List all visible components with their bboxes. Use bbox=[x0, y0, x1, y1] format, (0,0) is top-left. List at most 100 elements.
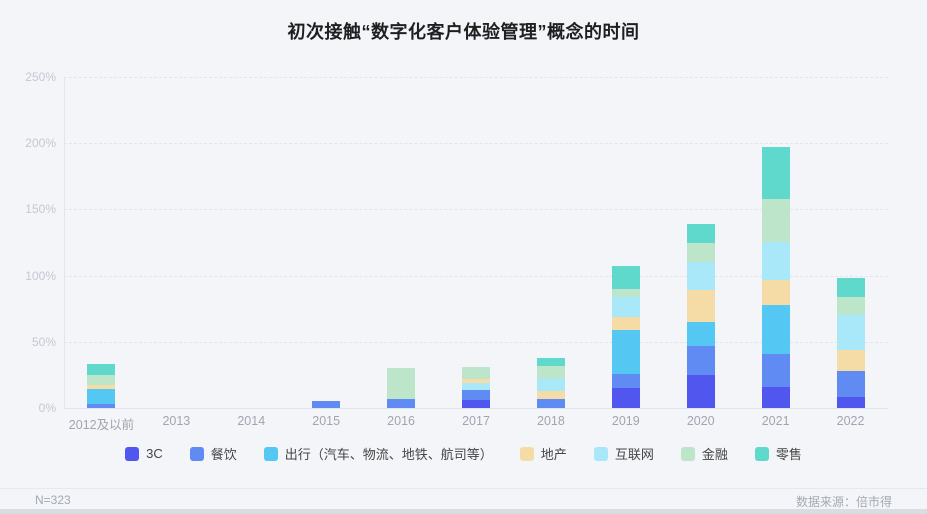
gridline-250% bbox=[64, 77, 888, 78]
stacked-bar-2020[interactable] bbox=[686, 224, 715, 408]
bar-segment-地产[interactable] bbox=[536, 390, 565, 399]
y-tick-label: 250% bbox=[25, 70, 56, 84]
stacked-bar-2017[interactable] bbox=[462, 367, 490, 408]
stacked-bar-2016[interactable] bbox=[387, 368, 416, 408]
chart-title: 初次接触“数字化客户体验管理”概念的时间 bbox=[287, 22, 640, 42]
stacked-bar-2012及以前[interactable] bbox=[87, 364, 116, 408]
bar-segment-地产[interactable] bbox=[836, 349, 865, 371]
gridline-200% bbox=[64, 143, 888, 145]
bar-segment-地产[interactable] bbox=[462, 378, 490, 383]
legend-label: 餐饮 bbox=[210, 447, 237, 462]
bar-segment-出行（汽车、物流、地铁、航司等）[interactable] bbox=[87, 389, 116, 404]
bar-segment-餐饮[interactable] bbox=[761, 353, 790, 387]
stacked-bar-2019[interactable] bbox=[611, 266, 640, 408]
bar-segment-餐饮[interactable] bbox=[312, 401, 341, 408]
legend-label: 地产 bbox=[540, 447, 567, 462]
bar-segment-零售[interactable] bbox=[611, 266, 640, 289]
bar-segment-零售[interactable] bbox=[87, 364, 116, 375]
bar-segment-3C[interactable] bbox=[761, 386, 790, 408]
x-tick-label-2015: 2015 bbox=[312, 414, 341, 428]
legend-label: 零售 bbox=[775, 447, 802, 462]
bar-segment-金融[interactable] bbox=[387, 368, 416, 399]
bar-segment-餐饮[interactable] bbox=[836, 370, 865, 398]
stacked-bar-2015[interactable] bbox=[312, 401, 341, 408]
legend-swatch-icon bbox=[593, 446, 608, 461]
bar-segment-出行（汽车、物流、地铁、航司等）[interactable] bbox=[686, 322, 715, 346]
bar-segment-金融[interactable] bbox=[761, 198, 790, 243]
x-tick-label-2012及以前: 2012及以前 bbox=[68, 418, 135, 432]
legend-swatch-icon bbox=[680, 446, 695, 461]
sample-size-label: N=323 bbox=[35, 493, 71, 507]
bar-segment-零售[interactable] bbox=[536, 357, 565, 366]
bar-segment-出行（汽车、物流、地铁、航司等）[interactable] bbox=[761, 304, 790, 354]
bar-segment-地产[interactable] bbox=[87, 385, 116, 390]
bar-segment-金融[interactable] bbox=[536, 365, 565, 379]
bar-segment-餐饮[interactable] bbox=[686, 345, 715, 375]
bar-segment-餐饮[interactable] bbox=[536, 398, 565, 408]
bar-segment-互联网[interactable] bbox=[462, 382, 490, 390]
y-tick-label: 150% bbox=[25, 202, 56, 217]
legend-item-地产[interactable]: 地产 bbox=[519, 444, 567, 463]
bar-segment-地产[interactable] bbox=[686, 290, 715, 323]
y-tick-label: 200% bbox=[25, 136, 56, 151]
bar-segment-互联网[interactable] bbox=[761, 242, 790, 280]
bar-segment-餐饮[interactable] bbox=[611, 373, 640, 389]
data-source-label: 数据来源：倍市得 bbox=[795, 495, 892, 509]
y-tick-label: 0% bbox=[38, 401, 56, 415]
bar-segment-零售[interactable] bbox=[686, 224, 715, 243]
x-tick-label-2018: 2018 bbox=[537, 414, 565, 428]
legend-swatch-icon bbox=[754, 446, 769, 461]
legend-label: 互联网 bbox=[614, 447, 654, 462]
stacked-bar-2021[interactable] bbox=[761, 147, 790, 408]
legend-swatch-icon bbox=[125, 446, 140, 461]
bar-segment-零售[interactable] bbox=[836, 278, 865, 297]
y-tick-label: 50% bbox=[31, 334, 56, 349]
x-tick-label-2014: 2014 bbox=[237, 414, 266, 428]
bar-segment-金融[interactable] bbox=[686, 242, 715, 263]
bar-segment-3C[interactable] bbox=[836, 397, 865, 408]
bar-segment-餐饮[interactable] bbox=[462, 389, 490, 401]
bar-segment-3C[interactable] bbox=[686, 374, 715, 408]
bar-segment-金融[interactable] bbox=[611, 288, 640, 297]
gridline-50% bbox=[64, 341, 888, 343]
legend-swatch-icon bbox=[519, 446, 534, 461]
bar-segment-金融[interactable] bbox=[836, 296, 865, 316]
bar-segment-3C[interactable] bbox=[462, 400, 490, 408]
legend-swatch-icon bbox=[263, 446, 278, 461]
x-tick-label-2017: 2017 bbox=[462, 414, 490, 428]
x-tick-label-2020: 2020 bbox=[686, 414, 715, 428]
x-tick-label-2022: 2022 bbox=[836, 414, 865, 428]
bar-segment-金融[interactable] bbox=[87, 374, 116, 386]
stacked-bar-2022[interactable] bbox=[836, 278, 865, 408]
stacked-bar-2018[interactable] bbox=[536, 357, 565, 408]
bar-segment-餐饮[interactable] bbox=[387, 398, 416, 408]
legend-item-餐饮[interactable]: 餐饮 bbox=[189, 444, 237, 463]
bar-segment-零售[interactable] bbox=[761, 147, 790, 199]
y-axis-line bbox=[64, 77, 65, 408]
bar-segment-3C[interactable] bbox=[611, 388, 640, 408]
x-tick-label-2021: 2021 bbox=[761, 414, 790, 428]
bar-segment-互联网[interactable] bbox=[836, 315, 865, 350]
gridline-100% bbox=[64, 275, 888, 277]
legend-item-出行（汽车、物流、地铁、航司等）[interactable]: 出行（汽车、物流、地铁、航司等） bbox=[263, 444, 493, 463]
legend-label: 出行（汽车、物流、地铁、航司等） bbox=[284, 447, 493, 462]
legend-item-互联网[interactable]: 互联网 bbox=[593, 444, 654, 463]
bar-segment-互联网[interactable] bbox=[536, 378, 565, 391]
gridline-0% bbox=[64, 408, 888, 409]
bar-segment-互联网[interactable] bbox=[611, 296, 640, 317]
bar-segment-金融[interactable] bbox=[462, 367, 490, 379]
bar-segment-餐饮[interactable] bbox=[87, 404, 116, 408]
legend-item-零售[interactable]: 零售 bbox=[754, 444, 802, 463]
bar-segment-出行（汽车、物流、地铁、航司等）[interactable] bbox=[611, 329, 640, 374]
bar-segment-地产[interactable] bbox=[761, 279, 790, 305]
x-tick-label-2019: 2019 bbox=[611, 414, 640, 428]
legend-item-3C[interactable]: 3C bbox=[125, 446, 163, 461]
bar-segment-互联网[interactable] bbox=[686, 262, 715, 291]
legend-label: 金融 bbox=[701, 447, 728, 462]
y-tick-label: 100% bbox=[25, 268, 56, 283]
legend-item-金融[interactable]: 金融 bbox=[680, 444, 728, 463]
legend: 3C 餐饮 出行（汽车、物流、地铁、航司等） 地产 互联网 金融 零售 bbox=[0, 444, 927, 463]
bar-segment-地产[interactable] bbox=[611, 316, 640, 330]
